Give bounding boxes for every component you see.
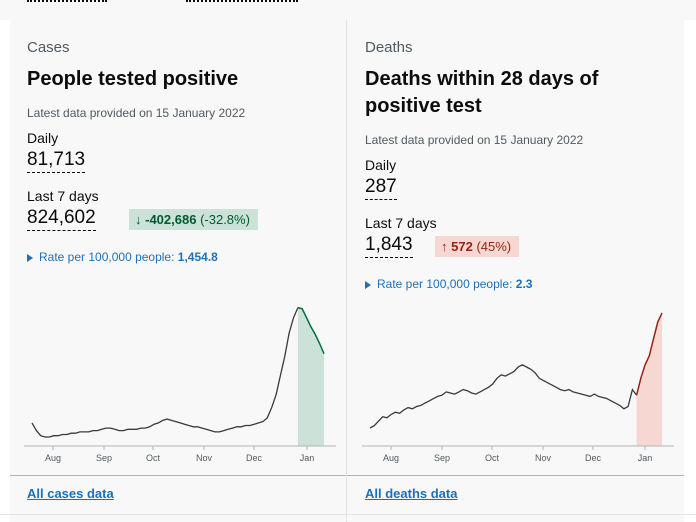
deaths-title-line1: Deaths within 28 days of <box>365 68 599 90</box>
deaths-title-line2: positive test <box>365 95 482 117</box>
cases-title: People tested positive <box>27 68 239 90</box>
x-tick-label: Oct <box>146 453 161 463</box>
x-tick-label: Nov <box>535 453 552 463</box>
x-tick-label: Aug <box>45 453 61 463</box>
x-tick-label: Jan <box>300 453 315 463</box>
x-tick-label: Nov <box>196 453 213 463</box>
last-7-days-area <box>636 312 662 446</box>
cases-week-label: Last 7 days <box>27 188 99 204</box>
deaths-rate-label: Rate per 100,000 people: <box>377 277 513 291</box>
deaths-footer-rule <box>347 475 684 476</box>
deaths-week-label: Last 7 days <box>365 215 437 231</box>
deaths-daily-label: Daily <box>365 157 397 173</box>
cases-daily-value[interactable]: 81,713 <box>27 149 86 173</box>
cases-caption: Cases <box>27 39 70 56</box>
last-7-days-line <box>297 306 325 354</box>
deaths-change-value: 572 <box>451 239 473 254</box>
last-7-days-area <box>297 307 324 446</box>
cases-change-badge: ↓ -402,686 (-32.8%) <box>129 209 258 230</box>
bottom-divider <box>0 514 696 515</box>
series-line <box>369 364 638 429</box>
cases-rate-label: Rate per 100,000 people: <box>39 250 175 264</box>
x-tick-label: Dec <box>246 453 263 463</box>
card-divider <box>346 20 347 522</box>
previous-section-underline <box>27 0 107 2</box>
cases-card <box>10 20 346 475</box>
x-tick-label: Jan <box>638 453 653 463</box>
deaths-chart: Aug Sep Oct Nov Dec Jan <box>362 312 674 463</box>
x-tick-label: Sep <box>434 453 450 463</box>
cases-change-value: -402,686 <box>145 212 197 227</box>
deaths-change-percent: (45%) <box>476 239 512 254</box>
disclosure-triangle-icon <box>27 253 33 262</box>
arrow-up-icon: ↑ <box>441 239 448 254</box>
arrow-down-icon: ↓ <box>135 212 142 227</box>
deaths-rate-toggle[interactable]: Rate per 100,000 people: 2.3 <box>365 277 532 291</box>
disclosure-triangle-icon <box>365 280 371 289</box>
cases-footer-rule <box>10 475 346 476</box>
all-deaths-data-link[interactable]: All deaths data <box>365 486 458 501</box>
cases-week-value[interactable]: 824,602 <box>27 207 96 231</box>
deaths-change-badge: ↑ 572 (45%) <box>435 236 520 257</box>
top-strip <box>0 0 696 20</box>
all-cases-data-link[interactable]: All cases data <box>27 486 114 501</box>
deaths-daily-value[interactable]: 287 <box>365 176 397 200</box>
x-tick-label: Oct <box>485 453 500 463</box>
x-tick-label: Aug <box>383 453 399 463</box>
deaths-caption: Deaths <box>365 39 413 56</box>
cases-daily-label: Daily <box>27 130 59 146</box>
deaths-rate-value: 2.3 <box>515 277 533 291</box>
series-line <box>31 307 299 438</box>
cases-change-percent: (-32.8%) <box>200 212 250 227</box>
previous-section-underline <box>186 0 298 2</box>
deaths-updated: Latest data provided on 15 January 2022 <box>365 133 584 147</box>
cases-chart: Aug Sep Oct Nov Dec Jan <box>24 306 336 463</box>
deaths-week-value[interactable]: 1,843 <box>365 234 413 258</box>
x-tick-label: Sep <box>96 453 112 463</box>
x-tick-label: Dec <box>585 453 602 463</box>
last-7-days-line <box>635 312 663 396</box>
cases-rate-toggle[interactable]: Rate per 100,000 people: 1,454.8 <box>27 250 218 264</box>
cases-updated: Latest data provided on 15 January 2022 <box>27 106 246 120</box>
cases-rate-value: 1,454.8 <box>177 250 218 264</box>
